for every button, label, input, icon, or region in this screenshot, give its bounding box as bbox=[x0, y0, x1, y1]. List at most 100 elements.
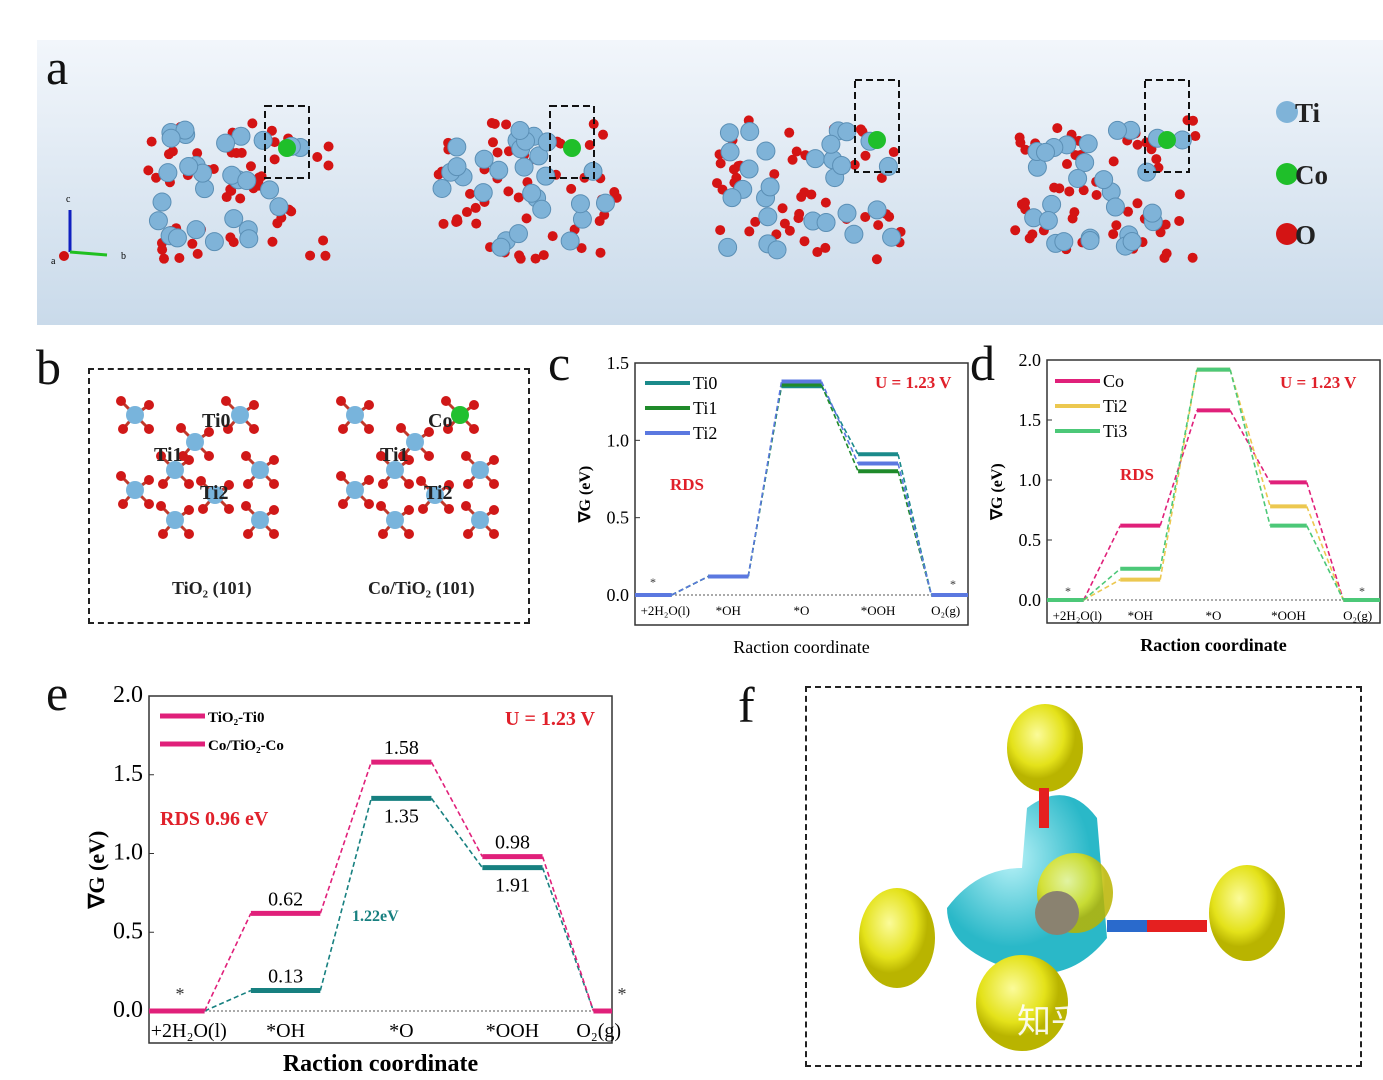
cobalt-atom bbox=[868, 131, 886, 149]
titanium-atom bbox=[1078, 134, 1098, 154]
x-axis-label: Raction coordinate bbox=[283, 1051, 479, 1077]
titanium-atom bbox=[471, 461, 489, 479]
titanium-atom bbox=[251, 461, 269, 479]
titanium-atom bbox=[722, 188, 742, 208]
oxygen-atom bbox=[158, 529, 168, 539]
panel-label-f: f bbox=[738, 677, 755, 733]
oxygen-atom bbox=[184, 455, 194, 465]
y-tick-label: 1.5 bbox=[113, 761, 143, 787]
titanium-atom bbox=[269, 197, 289, 217]
titanium-atom bbox=[508, 224, 528, 244]
oxygen-atom bbox=[609, 187, 620, 198]
transition-line bbox=[820, 381, 859, 464]
oxygen-atom bbox=[791, 146, 802, 157]
value-label: 1.58 bbox=[384, 737, 419, 759]
oxygen-atom bbox=[487, 137, 498, 148]
watermark-secondary: 科学材料站 bbox=[1187, 1035, 1327, 1065]
oxygen-atom bbox=[584, 139, 595, 150]
x-category-label: *OH bbox=[1128, 608, 1153, 623]
oxygen-atom bbox=[441, 396, 451, 406]
oxygen-atom bbox=[588, 119, 599, 130]
adsorption-site-marker: * bbox=[1065, 584, 1071, 598]
oxygen-atom bbox=[231, 148, 242, 159]
slab-illustration bbox=[116, 396, 499, 539]
titanium-atom bbox=[718, 237, 738, 257]
oxygen-atom bbox=[489, 479, 499, 489]
titanium-atom bbox=[126, 481, 144, 499]
panel-label-b: b bbox=[36, 339, 61, 395]
oxygen-atom bbox=[198, 504, 208, 514]
oxygen-atom bbox=[515, 253, 526, 264]
oxygen-atom bbox=[249, 424, 259, 434]
oxygen-atom bbox=[378, 479, 388, 489]
x-category-label: O₂(g) bbox=[931, 603, 960, 618]
plot-frame bbox=[1046, 359, 1381, 624]
y-tick-label: 1.5 bbox=[1019, 410, 1042, 430]
titanium-atom bbox=[386, 461, 404, 479]
oxygen-atom bbox=[404, 529, 414, 539]
oxygen-atom bbox=[1151, 154, 1162, 165]
titanium-atom bbox=[489, 160, 509, 180]
label-ti1-right: Ti1 bbox=[380, 444, 409, 466]
titanium-atom bbox=[474, 149, 494, 169]
oxygen-atom bbox=[469, 424, 479, 434]
axis-a-arrow bbox=[59, 251, 69, 261]
y-tick-label: 0.5 bbox=[1019, 530, 1042, 550]
y-tick-label: 2.0 bbox=[113, 682, 143, 708]
titanium-atom bbox=[1042, 194, 1062, 214]
axis-b-label: b bbox=[121, 251, 126, 262]
titanium-atom bbox=[471, 511, 489, 529]
titanium-atom bbox=[758, 207, 778, 227]
annotation: RDS bbox=[670, 475, 704, 494]
transition-line bbox=[1305, 482, 1345, 601]
oxygen-atom bbox=[158, 479, 168, 489]
value-label: 0.62 bbox=[268, 888, 303, 910]
titanium-atom bbox=[447, 157, 467, 177]
transition-line bbox=[1083, 578, 1121, 601]
oxygen-atom bbox=[784, 127, 795, 138]
oxygen-atom bbox=[1190, 131, 1201, 142]
oxygen-atom bbox=[338, 499, 348, 509]
oxygen-atom bbox=[192, 148, 203, 159]
oxygen-atom bbox=[744, 226, 755, 237]
transition-line bbox=[1082, 525, 1121, 601]
oxygen-atom bbox=[146, 136, 157, 147]
transition-line bbox=[1083, 568, 1121, 601]
oxygen-atom bbox=[1078, 185, 1089, 196]
oxygen-atom bbox=[241, 451, 251, 461]
oxygen-atom bbox=[118, 499, 128, 509]
titanium-atom bbox=[767, 240, 787, 260]
oxygen-atom bbox=[820, 197, 831, 208]
oxygen-atom bbox=[228, 237, 239, 248]
oxygen-atom bbox=[1010, 225, 1021, 236]
oxygen-atom bbox=[594, 216, 605, 227]
oxygen-atom bbox=[1111, 220, 1122, 231]
oxygen-atom bbox=[1061, 159, 1072, 170]
oxygen-atom bbox=[503, 186, 514, 197]
oxygen-atom bbox=[469, 400, 479, 410]
oxygen-atom bbox=[158, 253, 169, 264]
transition-line bbox=[1306, 525, 1345, 601]
oxygen-atom bbox=[224, 504, 234, 514]
transition-line bbox=[671, 575, 709, 596]
oxygen-atom bbox=[884, 211, 895, 222]
oxygen-atom bbox=[576, 243, 587, 254]
panel-label-a: a bbox=[46, 39, 69, 95]
legend-label: TiO₂-Ti0 bbox=[208, 710, 264, 726]
oxygen-atom bbox=[320, 250, 331, 261]
legend-ti: Ti bbox=[1295, 98, 1321, 128]
titanium-atom bbox=[166, 511, 184, 529]
oxygen-atom bbox=[461, 207, 472, 218]
oxygen-atom bbox=[547, 231, 558, 242]
adsorption-site-marker: * bbox=[176, 984, 185, 1004]
y-axis-label: ∇G (eV) bbox=[989, 463, 1006, 520]
titanium-atom bbox=[837, 122, 857, 142]
y-tick-label: 0.0 bbox=[1019, 590, 1042, 610]
transition-line bbox=[747, 381, 783, 577]
oxygen-atom bbox=[174, 252, 185, 263]
adsorption-site-marker: * bbox=[1359, 584, 1365, 598]
y-tick-label: 0.5 bbox=[607, 508, 630, 528]
oxygen-atom bbox=[318, 235, 329, 246]
legend-label: Co/TiO₂-Co bbox=[208, 738, 284, 754]
x-category-label: *OH bbox=[266, 1020, 305, 1042]
